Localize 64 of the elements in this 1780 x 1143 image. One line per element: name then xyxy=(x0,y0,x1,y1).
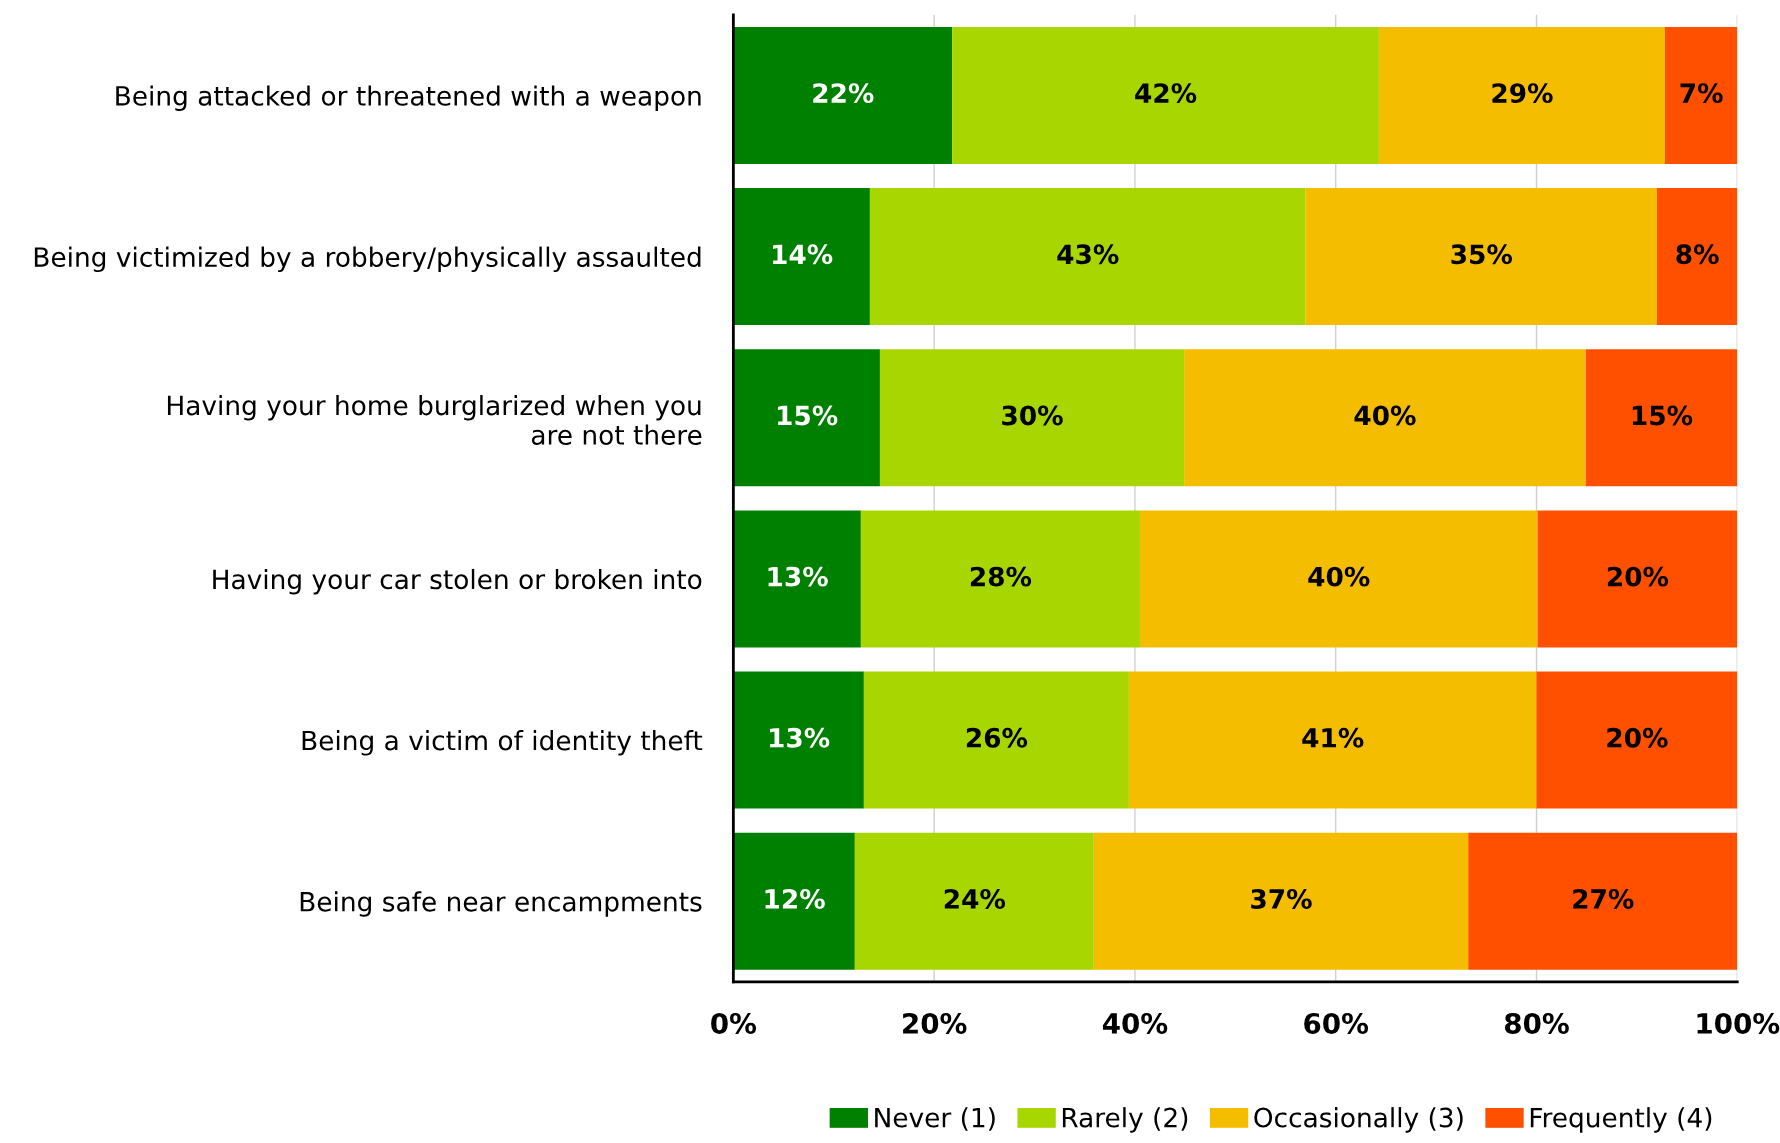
bar xyxy=(1468,832,1738,970)
data-label: 14% xyxy=(773,244,833,265)
y-tick-label: Being safe near encampments xyxy=(300,891,702,917)
x-tick-label: 40% xyxy=(1102,1012,1168,1034)
data-label: 15% xyxy=(778,405,838,426)
legend-label: Rarely (2) xyxy=(1062,1107,1188,1133)
bar xyxy=(1656,188,1738,326)
data-label: 8% xyxy=(1676,244,1719,265)
legend-label: Never (1) xyxy=(875,1107,995,1131)
legend-label: Frequently (4) xyxy=(1530,1107,1712,1133)
data-label: 22% xyxy=(813,83,874,104)
data-label: 28% xyxy=(970,566,1032,587)
y-tick-label: Being attacked or threatened with a weapon xyxy=(116,85,701,111)
bar xyxy=(863,671,1129,809)
data-label: 24% xyxy=(944,888,1006,909)
data-label: 20% xyxy=(1607,566,1669,587)
bar xyxy=(733,349,880,487)
bar xyxy=(1184,349,1586,487)
bar xyxy=(869,188,1306,326)
data-label: 29% xyxy=(1492,83,1553,104)
bar xyxy=(733,188,870,326)
y-tick-label: Having your home burglarized when you are not there xyxy=(167,394,702,445)
data-label: 40% xyxy=(1354,405,1416,426)
bar xyxy=(733,832,855,970)
bar xyxy=(1139,510,1538,648)
data-label: 30% xyxy=(1002,405,1063,426)
y-tick-label: Having your car stolen or broken into xyxy=(213,568,702,595)
x-tick-label: 0% xyxy=(711,1012,757,1034)
x-tick-label: 100% xyxy=(1697,1012,1780,1034)
data-label: 13% xyxy=(770,727,830,748)
bar xyxy=(1378,26,1665,164)
bar xyxy=(1305,188,1657,326)
data-label: 26% xyxy=(966,727,1028,748)
bar xyxy=(854,832,1094,970)
x-tick-label: 20% xyxy=(903,1012,967,1034)
bar xyxy=(733,671,864,809)
bar xyxy=(952,26,1379,164)
data-label: 20% xyxy=(1607,727,1668,748)
bar xyxy=(1128,671,1537,809)
bar xyxy=(733,510,861,648)
data-label: 43% xyxy=(1057,244,1119,265)
data-label: 37% xyxy=(1251,888,1312,909)
bar xyxy=(733,26,953,164)
x-tick-label: 80% xyxy=(1504,1012,1569,1034)
data-label: 12% xyxy=(765,888,825,909)
bar xyxy=(860,510,1140,648)
y-tick-label: Being victimized by a robbery/physically assaulted xyxy=(34,246,701,273)
data-label: 35% xyxy=(1451,244,1513,265)
bar xyxy=(1665,26,1738,164)
data-label: 41% xyxy=(1302,727,1364,748)
data-label: 7% xyxy=(1680,83,1723,104)
bar xyxy=(1536,671,1738,809)
bar xyxy=(1585,349,1738,487)
legend-label: Occasionally (3) xyxy=(1254,1107,1463,1133)
data-label: 15% xyxy=(1632,405,1693,426)
data-label: 13% xyxy=(768,566,828,587)
data-label: 27% xyxy=(1573,888,1634,909)
data-label: 40% xyxy=(1308,566,1370,587)
bar xyxy=(1093,832,1469,970)
y-tick-label: Being a victim of identity theft xyxy=(302,730,703,756)
data-label: 42% xyxy=(1135,83,1197,104)
x-tick-label: 60% xyxy=(1304,1012,1369,1034)
bar xyxy=(1537,510,1738,648)
bar xyxy=(879,349,1185,487)
